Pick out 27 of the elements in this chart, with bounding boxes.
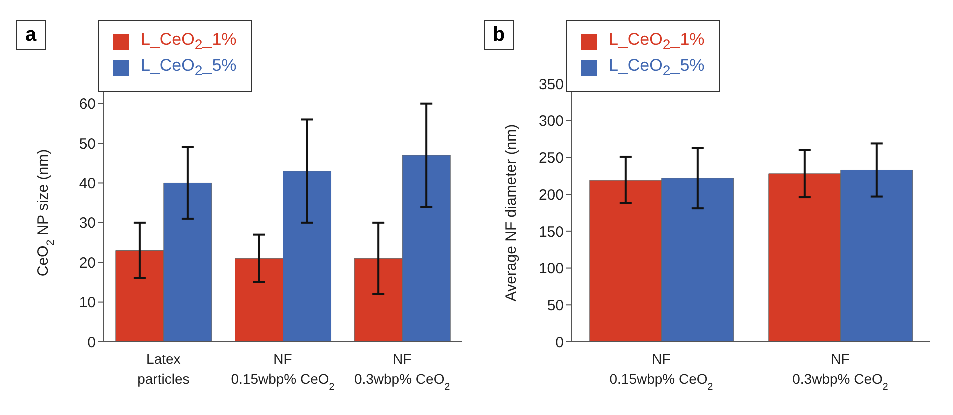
x-tick-label: NF 0.15wbp% CeO$_{2}$ <box>231 351 335 392</box>
x-tick-label: NF 0.3wbp% CeO$_{2}$ <box>354 351 450 392</box>
y-tick-label: 0 <box>556 334 564 352</box>
y-tick-label: 300 <box>538 113 564 130</box>
y-tick-label: 30 <box>79 215 96 232</box>
y-tick-label: 20 <box>79 254 96 272</box>
y-axis-title: Average NF diameter (nm) <box>503 124 520 302</box>
y-tick-label: 50 <box>547 297 564 314</box>
y-tick-label: 350 <box>538 76 564 94</box>
x-tick-label: NF 0.3wbp% CeO$_{2}$ <box>792 351 888 392</box>
y-tick-label: 250 <box>538 150 564 168</box>
x-tick-label: NF 0.15wbp% CeO$_{2}$ <box>610 351 714 392</box>
chart-title: b <box>492 24 506 46</box>
legend-label: L_CeO$_{2}$_1% <box>609 30 705 54</box>
legend-label: L_CeO$_{2}$_5% <box>609 56 705 80</box>
x-tick-label: Latex particles <box>138 351 190 387</box>
y-tick-label: 60 <box>79 96 96 114</box>
y-tick-label: 200 <box>538 186 564 204</box>
y-tick-label: 50 <box>79 136 96 153</box>
y-tick-label: 10 <box>79 294 96 312</box>
legend-label: L_CeO$_{2}$_1% <box>141 30 237 54</box>
legend-label: L_CeO$_{2}$_5% <box>141 56 237 80</box>
y-tick-label: 0 <box>88 334 96 352</box>
chart-title: a <box>25 24 37 46</box>
y-tick-label: 150 <box>538 224 564 241</box>
y-tick-label: 100 <box>538 260 564 278</box>
y-tick-label: 40 <box>79 176 96 193</box>
